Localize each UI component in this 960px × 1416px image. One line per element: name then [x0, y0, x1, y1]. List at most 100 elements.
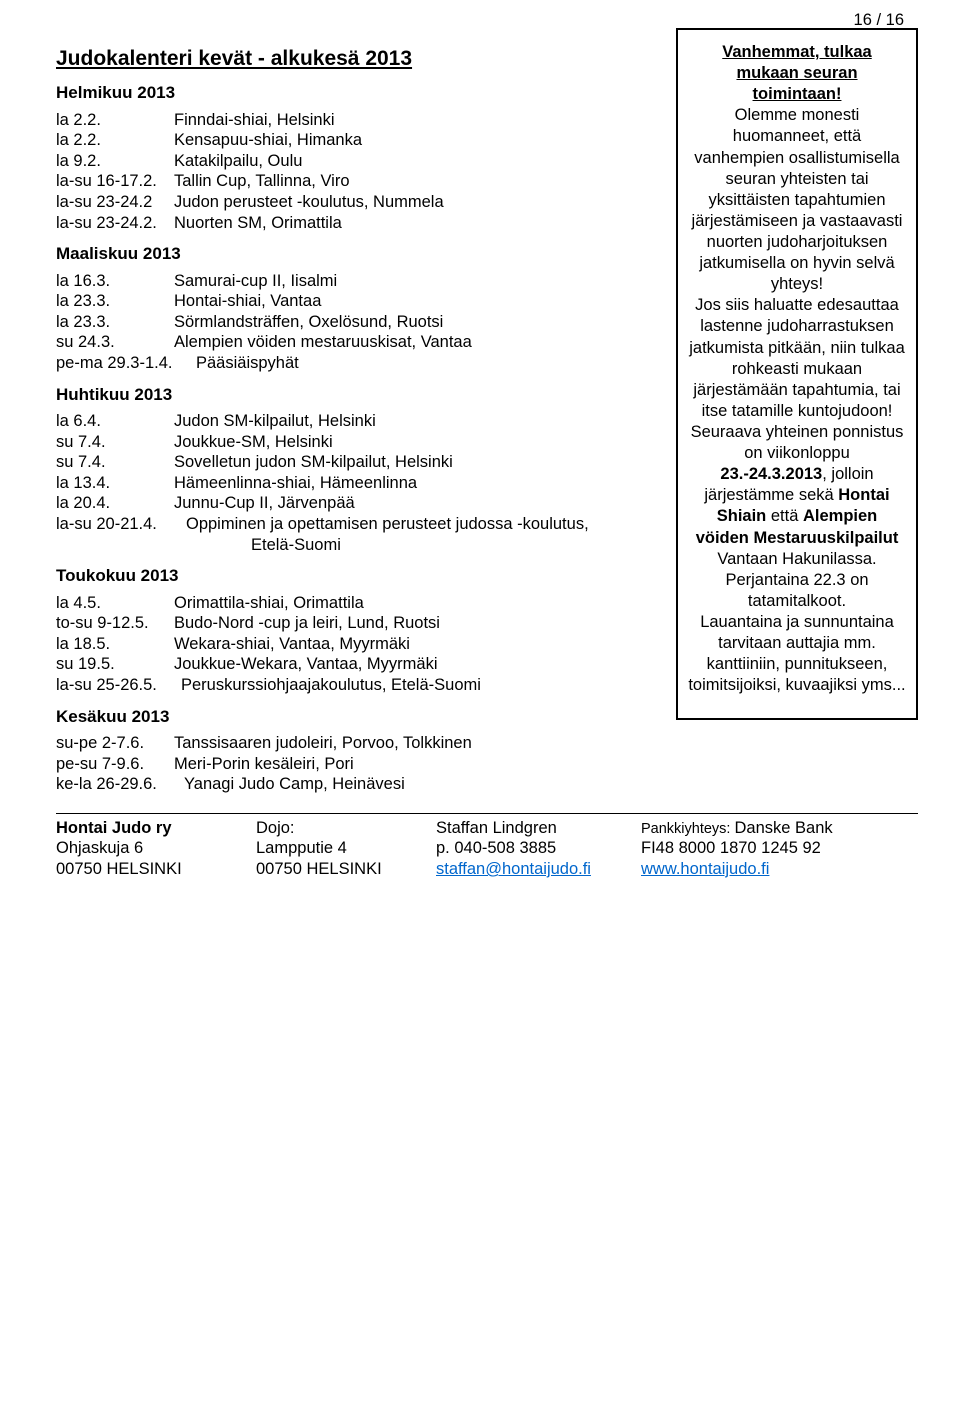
entry-date: la 9.2.: [56, 151, 174, 172]
sidebar-text: että: [766, 507, 803, 525]
entry-text: Samurai-cup II, Iisalmi: [174, 271, 337, 292]
entry-text: Etelä-Suomi: [251, 535, 341, 556]
page-footer: Hontai Judo ry Ohjaskuja 6 00750 HELSINK…: [56, 818, 918, 880]
calendar-entry: la 18.5.Wekara-shiai, Vantaa, Myyrmäki: [56, 634, 654, 655]
calendar-entry: su 19.5.Joukkue-Wekara, Vantaa, Myyrmäki: [56, 654, 654, 675]
entry-text: Peruskurssiohjaajakoulutus, Etelä-Suomi: [181, 675, 481, 696]
calendar-entry: su 7.4.Sovelletun judon SM-kilpailut, He…: [56, 452, 654, 473]
calendar-entry: la 2.2.Finndai-shiai, Helsinki: [56, 110, 654, 131]
footer-col-dojo: Dojo: Lampputie 4 00750 HELSINKI: [256, 818, 436, 880]
footer-contact-name: Staffan Lindgren: [436, 818, 641, 839]
entry-date: su 19.5.: [56, 654, 174, 675]
entry-date: ke-la 26-29.6.: [56, 774, 184, 795]
entry-date: su 7.4.: [56, 452, 174, 473]
entry-date: la 20.4.: [56, 493, 174, 514]
entry-date: la-su 25-26.5.: [56, 675, 181, 696]
entry-date: su 24.3.: [56, 332, 174, 353]
entries-helmikuu: la 2.2.Finndai-shiai, Helsinki la 2.2.Ke…: [56, 110, 654, 234]
entry-text: Budo-Nord -cup ja leiri, Lund, Ruotsi: [174, 613, 440, 634]
month-heading-kesakuu: Kesäkuu 2013: [56, 706, 654, 727]
entry-text: Finndai-shiai, Helsinki: [174, 110, 334, 131]
entry-date: su 7.4.: [56, 432, 174, 453]
month-heading-maaliskuu: Maaliskuu 2013: [56, 243, 654, 264]
month-heading-helmikuu: Helmikuu 2013: [56, 82, 654, 103]
footer-col-org: Hontai Judo ry Ohjaskuja 6 00750 HELSINK…: [56, 818, 256, 880]
sidebar-paragraph: Jos siis haluatte edesauttaa lastenne ju…: [688, 295, 906, 422]
calendar-entry: la-su 23-24.2Judon perusteet -koulutus, …: [56, 192, 654, 213]
entry-text: Joukkue-Wekara, Vantaa, Myyrmäki: [174, 654, 437, 675]
calendar-entry: la 23.3.Sörmlandsträffen, Oxelösund, Ruo…: [56, 312, 654, 333]
entries-maaliskuu: la 16.3.Samurai-cup II, Iisalmi la 23.3.…: [56, 271, 654, 374]
document-title: Judokalenteri kevät - alkukesä 2013: [56, 46, 654, 72]
entry-text: Tanssisaaren judoleiri, Porvoo, Tolkkine…: [174, 733, 472, 754]
calendar-entry: la 23.3.Hontai-shiai, Vantaa: [56, 291, 654, 312]
sidebar-notice: Vanhemmat, tulkaa mukaan seuran toiminta…: [676, 28, 918, 720]
entry-date: to-su 9-12.5.: [56, 613, 174, 634]
entry-text: Kensapuu-shiai, Himanka: [174, 130, 362, 151]
entry-text: Nuorten SM, Orimattila: [174, 213, 342, 234]
footer-phone: p. 040-508 3885: [436, 838, 641, 859]
footer-iban: FI48 8000 1870 1245 92: [641, 838, 918, 859]
sidebar-text: Vantaan Hakunilassa. Perjantaina 22.3 on…: [717, 550, 876, 610]
calendar-entry: to-su 9-12.5.Budo-Nord -cup ja leiri, Lu…: [56, 613, 654, 634]
entry-text: Alempien vöiden mestaruuskisat, Vantaa: [174, 332, 472, 353]
calendar-entry: su-pe 2-7.6.Tanssisaaren judoleiri, Porv…: [56, 733, 654, 754]
entry-text: Judon perusteet -koulutus, Nummela: [174, 192, 444, 213]
entry-date: pe-su 7-9.6.: [56, 754, 174, 775]
entry-date: la 23.3.: [56, 312, 174, 333]
calendar-entry-continuation: Etelä-Suomi: [56, 535, 654, 556]
entry-date: la 2.2.: [56, 130, 174, 151]
calendar-entry: la 9.2.Katakilpailu, Oulu: [56, 151, 654, 172]
calendar-entry: la-su 25-26.5.Peruskurssiohjaajakoulutus…: [56, 675, 654, 696]
calendar-entry: la 16.3.Samurai-cup II, Iisalmi: [56, 271, 654, 292]
sidebar-paragraph: Seuraava yhteinen ponnistus on viikonlop…: [688, 422, 906, 612]
entry-date: la 2.2.: [56, 110, 174, 131]
entry-text: Orimattila-shiai, Orimattila: [174, 593, 364, 614]
page-number: 16 / 16: [854, 10, 904, 31]
entries-toukokuu: la 4.5.Orimattila-shiai, Orimattila to-s…: [56, 593, 654, 696]
entry-date: la 4.5.: [56, 593, 174, 614]
footer-email-link[interactable]: staffan@hontaijudo.fi: [436, 860, 591, 878]
footer-address-line: Lampputie 4: [256, 838, 436, 859]
footer-col-bank: Pankkiyhteys: Danske Bank FI48 8000 1870…: [641, 818, 918, 880]
calendar-entry: la 6.4.Judon SM-kilpailut, Helsinki: [56, 411, 654, 432]
entry-text: Hontai-shiai, Vantaa: [174, 291, 321, 312]
entry-indent: [56, 535, 251, 556]
footer-col-contact: Staffan Lindgren p. 040-508 3885 staffan…: [436, 818, 641, 880]
entry-text: Judon SM-kilpailut, Helsinki: [174, 411, 376, 432]
entry-date: la-su 20-21.4.: [56, 514, 186, 535]
entry-date: la 16.3.: [56, 271, 174, 292]
entry-text: Katakilpailu, Oulu: [174, 151, 302, 172]
footer-address-line: Ohjaskuja 6: [56, 838, 256, 859]
footer-bank-label: Pankkiyhteys:: [641, 821, 735, 837]
entries-kesakuu: su-pe 2-7.6.Tanssisaaren judoleiri, Porv…: [56, 733, 654, 795]
entry-date: la-su 23-24.2: [56, 192, 174, 213]
calendar-entry: la-su 23-24.2.Nuorten SM, Orimattila: [56, 213, 654, 234]
calendar-entry: pe-ma 29.3-1.4.Pääsiäispyhät: [56, 353, 654, 374]
entry-date: su-pe 2-7.6.: [56, 733, 174, 754]
sidebar-text: Seuraava yhteinen ponnistus on viikonlop…: [691, 423, 904, 462]
calendar-entry: la-su 20-21.4.Oppiminen ja opettamisen p…: [56, 514, 654, 535]
calendar-entry: la-su 16-17.2.Tallin Cup, Tallinna, Viro: [56, 171, 654, 192]
footer-website-link[interactable]: www.hontaijudo.fi: [641, 860, 769, 878]
calendar-entry: la 4.5.Orimattila-shiai, Orimattila: [56, 593, 654, 614]
entry-text: Hämeenlinna-shiai, Hämeenlinna: [174, 473, 417, 494]
entry-date: la 13.4.: [56, 473, 174, 494]
entry-date: pe-ma 29.3-1.4.: [56, 353, 196, 374]
entry-text: Sörmlandsträffen, Oxelösund, Ruotsi: [174, 312, 443, 333]
entry-text: Oppiminen ja opettamisen perusteet judos…: [186, 514, 589, 535]
sidebar-title-line: Vanhemmat, tulkaa: [688, 42, 906, 63]
footer-org-name: Hontai Judo ry: [56, 819, 172, 837]
entries-huhtikuu: la 6.4.Judon SM-kilpailut, Helsinki su 7…: [56, 411, 654, 555]
sidebar-paragraph: Olemme monesti huomanneet, että vanhempi…: [688, 105, 906, 295]
entry-text: Yanagi Judo Camp, Heinävesi: [184, 774, 405, 795]
month-heading-huhtikuu: Huhtikuu 2013: [56, 384, 654, 405]
sidebar-paragraph: Lauantaina ja sunnuntaina tarvitaan autt…: [688, 612, 906, 696]
entry-text: Junnu-Cup II, Järvenpää: [174, 493, 355, 514]
entry-date: la 18.5.: [56, 634, 174, 655]
calendar-entry: ke-la 26-29.6.Yanagi Judo Camp, Heinäves…: [56, 774, 654, 795]
footer-address-line: 00750 HELSINKI: [256, 859, 436, 880]
entry-date: la 23.3.: [56, 291, 174, 312]
entry-date: la-su 16-17.2.: [56, 171, 174, 192]
sidebar-date-bold: 23.-24.3.2013: [720, 465, 822, 483]
